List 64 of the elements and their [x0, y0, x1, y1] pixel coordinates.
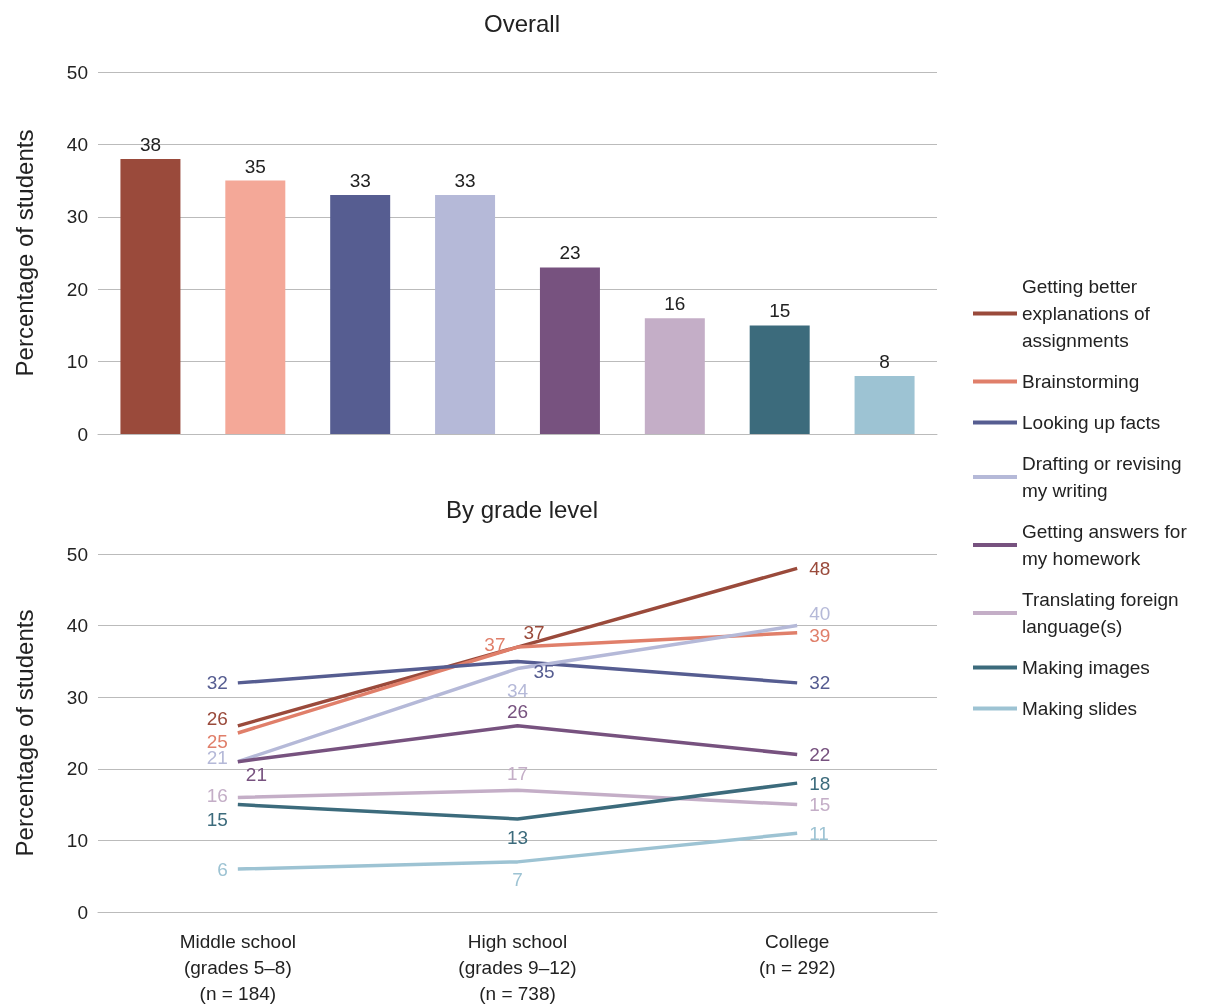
data-label: 34 [506, 680, 529, 702]
y-tick-label: 50 [66, 61, 88, 83]
legend-label: Making images [1022, 657, 1150, 678]
x-tick-label: Middle school (grades 5–8) (n = 184) [179, 930, 296, 1004]
x-tick-label: High school (grades 9–12) (n = 738) [458, 930, 577, 1004]
y-axis-title: Percentage of students [10, 609, 38, 857]
data-label: 16 [206, 784, 228, 806]
y-tick-label: 10 [66, 829, 88, 851]
data-label: 35 [533, 660, 555, 682]
data-label: 33 [349, 170, 371, 192]
data-label: 13 [506, 827, 529, 849]
bar [330, 195, 391, 434]
data-label: 15 [809, 794, 831, 816]
legend-label: Getting answers for my homework [1022, 521, 1193, 569]
data-label: 48 [809, 557, 831, 579]
data-label: 26 [506, 701, 529, 723]
data-label: 39 [809, 625, 831, 647]
data-label: 15 [206, 809, 228, 831]
data-label: 6 [217, 858, 228, 880]
data-label: 38 [139, 133, 162, 155]
bar [854, 376, 915, 434]
data-label: 32 [809, 672, 831, 694]
data-label: 40 [809, 603, 831, 625]
chart-title: Overall [483, 9, 561, 37]
bar [539, 267, 600, 434]
legend-label: Translating foreign language(s) [1022, 589, 1184, 637]
legend-label: Getting better explanations of assignments [1022, 276, 1156, 351]
y-axis-title: Percentage of students [10, 129, 38, 377]
data-label: 23 [559, 242, 581, 264]
y-tick-label: 30 [66, 206, 88, 228]
y-tick-label: 40 [66, 133, 88, 155]
data-label: 21 [245, 764, 267, 786]
bar [120, 158, 181, 434]
legend-label: Looking up facts [1022, 412, 1161, 433]
y-tick-label: 30 [66, 686, 88, 708]
data-label: 33 [454, 170, 476, 192]
y-tick-label: 0 [77, 423, 88, 445]
bar [644, 318, 705, 434]
data-label: 15 [769, 300, 791, 322]
y-tick-label: 0 [77, 901, 88, 923]
y-tick-label: 50 [66, 543, 88, 565]
data-label: 11 [809, 822, 829, 844]
data-label: 37 [523, 621, 545, 643]
bar [749, 325, 810, 434]
data-label: 26 [206, 708, 228, 730]
bar [435, 195, 496, 434]
data-label: 18 [809, 772, 831, 794]
bar [225, 180, 286, 434]
y-tick-label: 40 [66, 615, 88, 637]
legend-label: Brainstorming [1022, 371, 1140, 392]
y-tick-label: 10 [66, 351, 88, 373]
x-tick-label: College (n = 292) [758, 930, 836, 978]
data-label: 35 [244, 155, 266, 177]
data-label: 7 [512, 869, 523, 891]
legend-label: Drafting or revising my writing [1022, 453, 1187, 501]
legend-label: Making slides [1022, 698, 1138, 719]
data-label: 37 [484, 633, 506, 655]
data-label: 32 [206, 672, 228, 694]
y-tick-label: 20 [66, 758, 88, 780]
data-label: 22 [809, 743, 831, 765]
data-label: 8 [879, 351, 890, 373]
y-tick-label: 20 [66, 278, 88, 300]
chart-title: By grade level [445, 495, 599, 523]
data-label: 16 [664, 293, 686, 315]
